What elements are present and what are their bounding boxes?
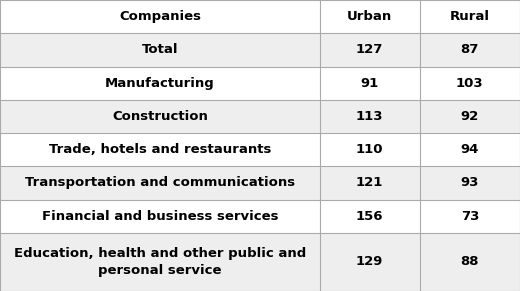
Bar: [420, 233, 520, 291]
Bar: [420, 200, 520, 233]
Text: Transportation and communications: Transportation and communications: [25, 176, 295, 189]
Text: 110: 110: [356, 143, 383, 156]
Text: Urban: Urban: [347, 10, 393, 23]
Bar: [320, 100, 420, 133]
Text: Total: Total: [141, 43, 178, 56]
Text: Financial and business services: Financial and business services: [42, 210, 278, 223]
Text: 87: 87: [461, 43, 479, 56]
Text: 156: 156: [356, 210, 383, 223]
Text: 94: 94: [461, 143, 479, 156]
Bar: [0, 33, 320, 67]
Text: 91: 91: [360, 77, 379, 90]
Bar: [420, 0, 520, 33]
Bar: [420, 166, 520, 200]
Bar: [0, 100, 320, 133]
Bar: [320, 133, 420, 166]
Text: Companies: Companies: [119, 10, 201, 23]
Text: 73: 73: [461, 210, 479, 223]
Bar: [420, 133, 520, 166]
Bar: [0, 166, 320, 200]
Text: Manufacturing: Manufacturing: [105, 77, 215, 90]
Text: 113: 113: [356, 110, 383, 123]
Bar: [320, 166, 420, 200]
Text: 103: 103: [456, 77, 484, 90]
Text: 121: 121: [356, 176, 383, 189]
Bar: [0, 133, 320, 166]
Text: 127: 127: [356, 43, 383, 56]
Bar: [0, 0, 320, 33]
Text: Construction: Construction: [112, 110, 208, 123]
Bar: [320, 233, 420, 291]
Text: Trade, hotels and restaurants: Trade, hotels and restaurants: [49, 143, 271, 156]
Bar: [420, 100, 520, 133]
Text: 92: 92: [461, 110, 479, 123]
Bar: [0, 67, 320, 100]
Text: Rural: Rural: [450, 10, 490, 23]
Text: 93: 93: [461, 176, 479, 189]
Bar: [320, 67, 420, 100]
Bar: [320, 0, 420, 33]
Text: 129: 129: [356, 255, 383, 268]
Bar: [320, 200, 420, 233]
Bar: [420, 67, 520, 100]
Text: 88: 88: [461, 255, 479, 268]
Bar: [0, 200, 320, 233]
Bar: [0, 233, 320, 291]
Bar: [320, 33, 420, 67]
Text: Education, health and other public and
personal service: Education, health and other public and p…: [14, 247, 306, 277]
Bar: [420, 33, 520, 67]
